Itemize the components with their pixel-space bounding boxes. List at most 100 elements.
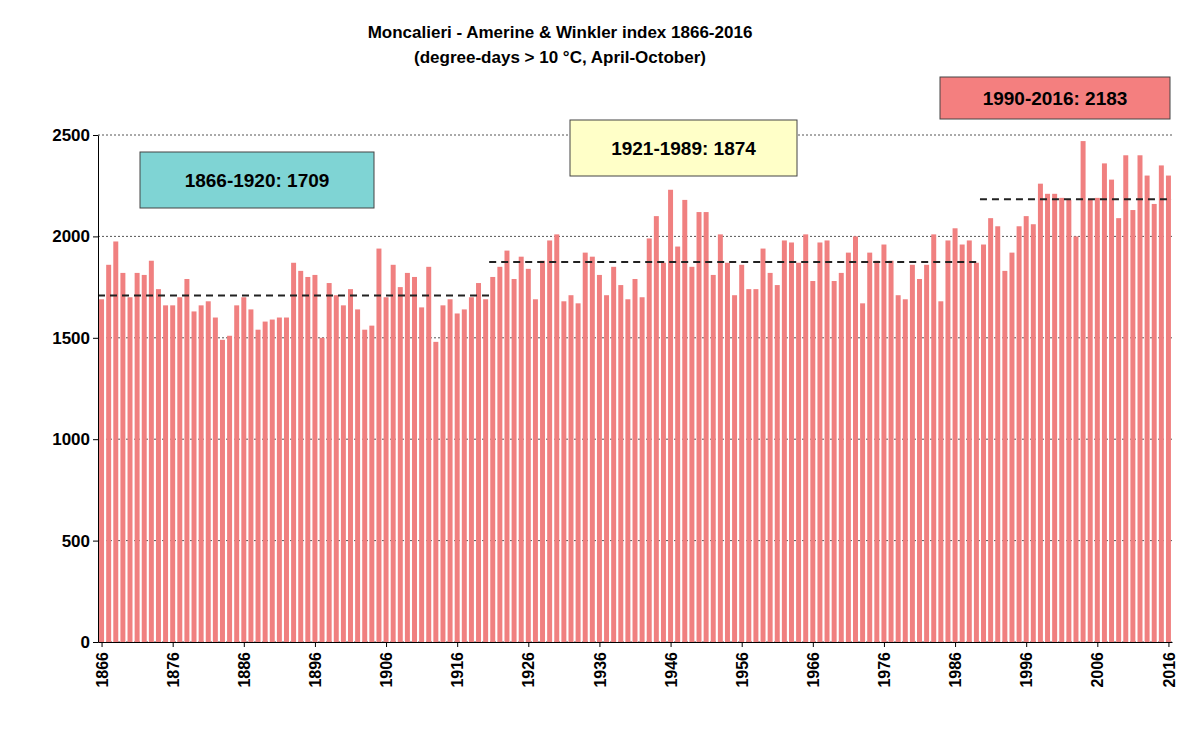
x-tick-mark	[457, 642, 458, 647]
bar	[341, 305, 346, 642]
bar	[448, 299, 453, 642]
bar	[817, 242, 822, 642]
x-tick: 1996	[1018, 642, 1035, 688]
bar	[1031, 224, 1036, 642]
mean-lines	[98, 199, 1172, 295]
y-tick-label: 500	[62, 532, 90, 551]
bar	[412, 277, 417, 642]
x-tick-mark	[742, 642, 743, 647]
bar	[170, 305, 175, 642]
x-tick: 1956	[734, 642, 751, 688]
x-tick: 1896	[307, 642, 324, 688]
x-tick-mark	[671, 642, 672, 647]
bar	[469, 297, 474, 642]
bar	[711, 275, 716, 642]
x-tick-mark	[1097, 642, 1098, 647]
bar	[384, 297, 389, 642]
bar	[718, 234, 723, 642]
x-tick: 2016	[1161, 642, 1178, 688]
bar	[953, 228, 958, 642]
bar	[199, 305, 204, 642]
bar	[1130, 210, 1135, 642]
bar	[675, 247, 680, 642]
bar	[519, 257, 524, 642]
x-tick-label: 1996	[1018, 652, 1035, 688]
x-axis: 1866187618861896190619161926193619461956…	[94, 642, 1178, 688]
x-tick: 1916	[449, 642, 466, 688]
bar	[981, 245, 986, 642]
bar	[512, 279, 517, 642]
bar	[355, 309, 360, 642]
bar	[604, 295, 609, 642]
bar	[142, 275, 147, 642]
bar	[1166, 176, 1171, 642]
bar	[768, 273, 773, 642]
bar	[227, 336, 232, 642]
x-tick-mark	[884, 642, 885, 647]
bar	[1024, 216, 1029, 642]
bar	[312, 275, 317, 642]
bar	[504, 251, 509, 642]
bar	[1017, 226, 1022, 642]
bar	[391, 265, 396, 642]
bar	[625, 299, 630, 642]
y-tick-mark	[93, 338, 98, 339]
bar	[128, 297, 133, 642]
bar	[135, 273, 140, 642]
bar	[433, 342, 438, 642]
bar	[497, 267, 502, 642]
bar	[896, 295, 901, 642]
mean-line	[489, 261, 980, 263]
x-tick-mark	[528, 642, 529, 647]
bar	[256, 330, 261, 642]
bar	[206, 301, 211, 642]
x-tick: 1936	[592, 642, 609, 688]
bar	[533, 299, 538, 642]
y-tick: 2000	[52, 227, 98, 246]
x-axis-line	[99, 642, 1173, 643]
bar	[910, 265, 915, 642]
bar	[1045, 194, 1050, 642]
x-tick-label: 2016	[1161, 652, 1178, 688]
x-tick-label: 1946	[663, 652, 680, 688]
bar	[654, 216, 659, 642]
bar	[889, 261, 894, 642]
bar	[99, 299, 104, 642]
x-tick-mark	[599, 642, 600, 647]
bar	[476, 283, 481, 642]
bar	[775, 285, 780, 642]
bar	[369, 326, 374, 642]
bar	[149, 261, 154, 642]
bar	[305, 277, 310, 642]
bar	[184, 279, 189, 642]
mean-line	[980, 198, 1172, 200]
bar	[561, 301, 566, 642]
x-tick-label: 1866	[94, 652, 111, 688]
bar	[113, 241, 118, 642]
y-tick-mark	[93, 642, 98, 643]
x-tick-label: 1976	[876, 652, 893, 688]
x-tick: 2006	[1089, 642, 1106, 688]
x-tick-label: 1986	[947, 652, 964, 688]
bar	[490, 277, 495, 642]
bar	[398, 287, 403, 642]
y-tick-mark	[93, 135, 98, 136]
bar	[1152, 204, 1157, 642]
annotation-text: 1990-2016: 2183	[983, 88, 1128, 109]
bar	[106, 265, 111, 642]
bar	[590, 257, 595, 642]
bar	[618, 285, 623, 642]
bar	[426, 267, 431, 642]
bar	[1088, 200, 1093, 642]
bar	[291, 263, 296, 642]
chart: Moncalieri - Amerine & Winkler index 186…	[0, 0, 1200, 739]
annotation-text: 1866-1920: 1709	[185, 170, 330, 191]
grid	[98, 135, 1172, 642]
x-tick-mark	[1026, 642, 1027, 647]
bars	[99, 141, 1171, 642]
x-tick: 1976	[876, 642, 893, 688]
bar	[327, 283, 332, 642]
bar	[945, 240, 950, 642]
bar	[825, 240, 830, 642]
bar	[803, 234, 808, 642]
